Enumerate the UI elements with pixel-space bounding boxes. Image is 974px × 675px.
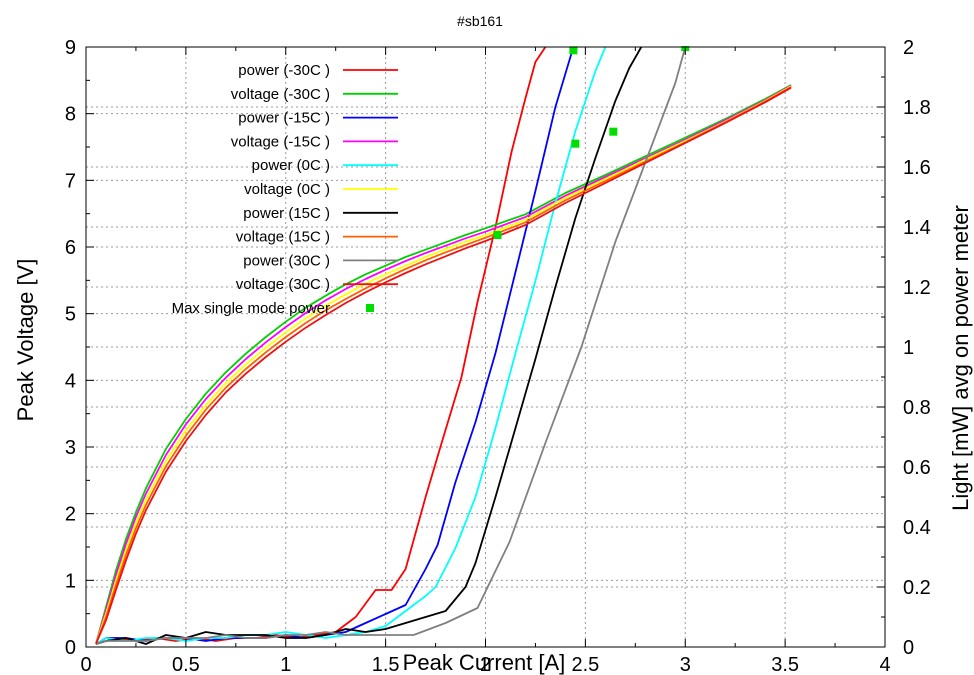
legend-label: power (-30C ) xyxy=(238,62,330,79)
series-point-max-single-mode xyxy=(571,139,580,148)
series-line-9 xyxy=(95,86,792,645)
plot-frame xyxy=(85,46,886,648)
legend-label: voltage (-15C ) xyxy=(231,133,330,150)
y-tick-label: 0 xyxy=(65,637,76,659)
y2-tick-label: 1.8 xyxy=(903,97,931,119)
series-point-max-single-mode xyxy=(493,231,502,239)
legend-label: voltage (0C ) xyxy=(244,181,330,198)
y-axis-title: Peak Voltage [V] xyxy=(13,259,38,422)
y2-tick-label: 0.8 xyxy=(903,397,931,419)
x-tick-label: 0.5 xyxy=(172,654,200,675)
y-tick-label: 2 xyxy=(65,504,76,526)
y2-tick-label: 2 xyxy=(903,37,914,59)
legend-label: power (0C ) xyxy=(252,157,330,174)
legend-label: power (-15C ) xyxy=(238,110,330,127)
y-tick-label: 6 xyxy=(65,237,76,259)
x-tick-label: 4 xyxy=(879,654,890,675)
x-tick-label: 3.5 xyxy=(771,654,799,675)
y-tick-label: 8 xyxy=(65,104,76,126)
y2-tick-label: 0.2 xyxy=(903,577,931,599)
y2-tick-label: 0 xyxy=(903,637,914,659)
series-line-4 xyxy=(95,46,607,645)
legend-label: Max single mode power xyxy=(172,300,330,317)
x-tick-label: 2.5 xyxy=(571,654,599,675)
series-line-7 xyxy=(95,86,792,645)
legend-label: voltage (30C ) xyxy=(236,276,330,293)
series-point-max-single-mode xyxy=(569,46,578,55)
y-tick-label: 3 xyxy=(65,437,76,459)
y-tick-label: 1 xyxy=(65,570,76,592)
y2-axis-title: Light [mW] avg on power meter xyxy=(948,205,973,511)
x-tick-label: 1.5 xyxy=(372,654,400,675)
y-tick-label: 7 xyxy=(65,170,76,192)
series-lines xyxy=(95,46,792,645)
y-tick-label: 4 xyxy=(65,370,76,392)
series-line-5 xyxy=(95,85,792,644)
y-tick-label: 9 xyxy=(65,37,76,59)
legend: power (-30C ) voltage (-30C ) power (-15C … xyxy=(172,62,398,317)
series-point-max-single-mode xyxy=(609,127,618,136)
chart-title: #sb161 xyxy=(457,13,503,29)
y2-tick-label: 1.4 xyxy=(903,217,931,239)
y2-tick-label: 1 xyxy=(903,337,914,359)
x-tick-label: 3 xyxy=(680,654,691,675)
legend-label: voltage (-30C ) xyxy=(231,86,330,103)
x-tick-label: 2 xyxy=(480,654,491,675)
x-tick-label: 0 xyxy=(80,654,91,675)
y2-tick-label: 0.4 xyxy=(903,517,931,539)
y-tick-label: 5 xyxy=(65,304,76,326)
x-axis-title: Peak Current [A] xyxy=(403,650,566,675)
axes: 0 0.5 1 1.5 2 2.5 3 3.5 4012345678900.20.40.60.8… xyxy=(65,37,931,675)
series-line-8 xyxy=(95,46,687,645)
legend-marker-max-single-mode xyxy=(366,304,374,312)
x-tick-label: 1 xyxy=(280,654,291,675)
y2-tick-label: 1.6 xyxy=(903,157,931,179)
y2-tick-label: 1.2 xyxy=(903,277,931,299)
y2-tick-label: 0.6 xyxy=(903,457,931,479)
legend-label: power (30C ) xyxy=(243,252,330,269)
legend-label: power (15C ) xyxy=(243,205,330,222)
series-line-3 xyxy=(95,84,792,644)
legend-label: voltage (15C ) xyxy=(236,229,330,246)
